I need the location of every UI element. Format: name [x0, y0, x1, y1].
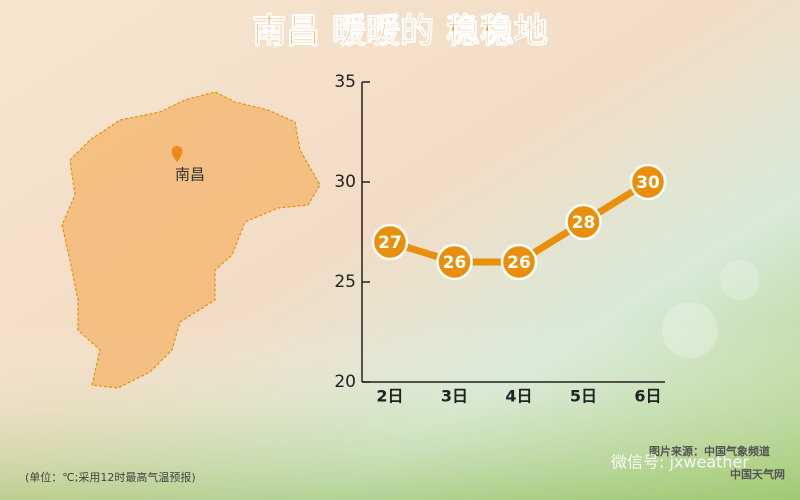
x-tick-label: 4日: [505, 387, 532, 406]
point: [436, 243, 473, 281]
bokeh: [720, 260, 760, 300]
bokeh: [662, 302, 718, 358]
point: [500, 243, 538, 281]
point: [629, 163, 667, 201]
data-label: 28: [572, 213, 596, 233]
x-tick-label: 2日: [376, 387, 403, 406]
x-tick-label: 5日: [570, 387, 597, 406]
data-label: 26: [507, 253, 531, 273]
map-pin: [171, 146, 183, 162]
map-label: 南昌: [175, 166, 205, 184]
chart-title: 南昌 暖暖的 稳稳地: [252, 12, 548, 52]
y-tick-label: 35: [334, 72, 356, 92]
y-tick-label: 20: [334, 372, 356, 392]
data-label: 26: [443, 253, 467, 273]
y-tick-label: 25: [334, 272, 356, 292]
data-label: 27: [378, 233, 402, 253]
footnote: (单位：℃;采用12时最高气温预报): [25, 470, 196, 484]
watermark: 微信号: jxweather: [611, 453, 749, 472]
source: 图片来源：中国气象频道: [649, 444, 770, 458]
x-tick-label: 3日: [441, 387, 468, 406]
point: [371, 223, 409, 261]
data-label: 30: [636, 173, 660, 193]
source: 中国天气网: [730, 467, 785, 481]
x-tick-label: 6日: [634, 387, 661, 406]
map-jiangxi: [61, 91, 321, 389]
point: [565, 203, 602, 241]
y-tick-label: 30: [334, 172, 356, 192]
